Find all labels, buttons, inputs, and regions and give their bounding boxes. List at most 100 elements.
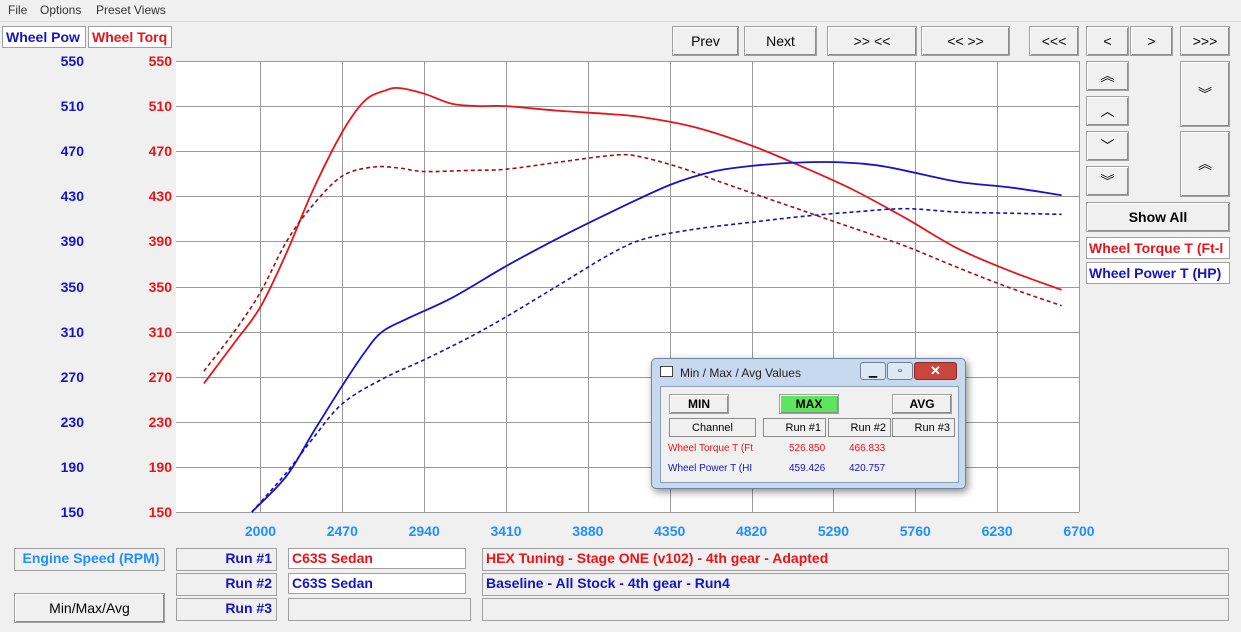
scroll-down-button[interactable]: ﹀ bbox=[1086, 131, 1129, 161]
minimize-icon: ▁ bbox=[868, 365, 878, 378]
chevron-up-icon: ︿ bbox=[1100, 103, 1115, 119]
rpm-axis-tick: 5290 bbox=[817, 523, 850, 539]
run3-vehicle[interactable] bbox=[288, 598, 471, 621]
row-power-channel: Wheel Power T (HI bbox=[668, 463, 753, 474]
power-axis-tick: 550 bbox=[60, 53, 84, 69]
torque-axis-tick: 350 bbox=[148, 278, 172, 295]
rpm-axis-tick: 6230 bbox=[981, 523, 1013, 539]
scroll-left-button[interactable]: < bbox=[1086, 26, 1129, 56]
row-torque-channel: Wheel Torque T (Ft bbox=[668, 443, 754, 454]
prev-button[interactable]: Prev bbox=[672, 26, 739, 56]
show-all-button[interactable]: Show All bbox=[1086, 202, 1230, 232]
row-torque-run2: 466.833 bbox=[849, 443, 886, 454]
series-line-torque-run2 bbox=[203, 153, 1062, 372]
power-axis-tick: 430 bbox=[60, 188, 84, 205]
power-axis-tick: 190 bbox=[60, 458, 84, 475]
power-axis-header[interactable]: Wheel Pow bbox=[2, 26, 86, 48]
torque-axis-tick: 470 bbox=[148, 143, 172, 160]
legend-power[interactable]: Wheel Power T (HP) bbox=[1086, 262, 1230, 284]
torque-axis-tick: 190 bbox=[148, 458, 172, 475]
min-max-avg-button[interactable]: Min/Max/Avg bbox=[14, 593, 165, 623]
run2-label: Run #2 bbox=[176, 573, 277, 596]
scroll-far-left-button[interactable]: <<< bbox=[1029, 26, 1079, 56]
zoom-out-button[interactable]: << >> bbox=[921, 26, 1010, 56]
legend-torque[interactable]: Wheel Torque T (Ft-l bbox=[1086, 237, 1230, 259]
run2-vehicle[interactable]: C63S Sedan bbox=[288, 573, 466, 594]
rpm-axis-tick: 4350 bbox=[654, 523, 686, 539]
dialog-body: MIN MAX AVG Channel Run #1 Run #2 Run #3… bbox=[660, 386, 959, 483]
torque-axis-tick: 430 bbox=[148, 188, 172, 205]
rpm-axis-tick: 4820 bbox=[736, 523, 768, 539]
double-chevron-up-icon: ︽ bbox=[1100, 68, 1115, 84]
run2-description[interactable]: Baseline - All Stock - 4th gear - Run4 bbox=[482, 573, 1229, 596]
rpm-axis-tick: 3410 bbox=[490, 523, 522, 539]
run3-description[interactable] bbox=[482, 598, 1229, 621]
run3-label: Run #3 bbox=[176, 598, 277, 621]
x-axis-channel[interactable]: Engine Speed (RPM) bbox=[14, 548, 165, 571]
zoom-in-button[interactable]: >> << bbox=[827, 26, 917, 56]
window-icon bbox=[660, 366, 673, 377]
run1-vehicle[interactable]: C63S Sedan bbox=[288, 548, 466, 569]
power-axis-tick: 470 bbox=[60, 143, 84, 160]
double-chevron-up-icon: ︽ bbox=[1198, 156, 1212, 172]
scroll-far-right-button[interactable]: >>> bbox=[1180, 26, 1230, 56]
min-button[interactable]: MIN bbox=[669, 394, 729, 414]
rpm-axis-tick: 2470 bbox=[326, 523, 358, 539]
scroll-up-button[interactable]: ︿ bbox=[1086, 96, 1129, 126]
column-channel[interactable]: Channel bbox=[669, 418, 756, 437]
scroll-right-button[interactable]: > bbox=[1130, 26, 1173, 56]
power-axis-tick: 390 bbox=[60, 233, 84, 250]
rpm-axis-tick: 2000 bbox=[244, 523, 277, 539]
double-chevron-down-icon: ︾ bbox=[1100, 173, 1115, 189]
torque-axis-tick: 510 bbox=[148, 98, 172, 115]
rpm-axis-tick: 3880 bbox=[572, 523, 604, 539]
rpm-axis-tick: 5760 bbox=[899, 523, 931, 539]
minimize-button[interactable]: ▁ bbox=[860, 362, 886, 380]
dialog-title: Min / Max / Avg Values bbox=[680, 366, 801, 380]
maximize-button[interactable]: ▫ bbox=[887, 362, 913, 380]
torque-axis-tick: 310 bbox=[148, 323, 172, 340]
run1-description[interactable]: HEX Tuning - Stage ONE (v102) - 4th gear… bbox=[482, 548, 1229, 571]
column-run3[interactable]: Run #3 bbox=[892, 418, 955, 437]
column-run1[interactable]: Run #1 bbox=[763, 418, 826, 437]
torque-axis-tick: 230 bbox=[148, 413, 172, 430]
power-axis-tick: 310 bbox=[60, 323, 84, 340]
expand-range-button[interactable]: ︾ bbox=[1180, 61, 1230, 127]
min-max-avg-dialog: Min / Max / Avg Values ▁ ▫ ✕ MIN MAX AVG… bbox=[651, 358, 966, 489]
torque-axis-tick: 390 bbox=[148, 233, 172, 250]
menu-options[interactable]: Options bbox=[40, 3, 82, 17]
shrink-range-button[interactable]: ︽ bbox=[1180, 131, 1230, 197]
series-line-power-run2 bbox=[251, 207, 1062, 513]
series-line-torque-run1 bbox=[203, 86, 1062, 385]
power-axis-tick: 510 bbox=[60, 98, 84, 115]
scroll-up-fast-button[interactable]: ︽ bbox=[1086, 61, 1129, 91]
maximize-icon: ▫ bbox=[898, 365, 902, 377]
max-button[interactable]: MAX bbox=[779, 394, 839, 414]
chevron-down-icon: ﹀ bbox=[1100, 138, 1115, 154]
scroll-down-fast-button[interactable]: ︾ bbox=[1086, 166, 1129, 196]
rpm-axis-tick: 6700 bbox=[1063, 523, 1095, 539]
rpm-axis-tick: 2940 bbox=[408, 523, 440, 539]
power-axis-tick: 150 bbox=[60, 504, 84, 520]
next-button[interactable]: Next bbox=[744, 26, 817, 56]
close-button[interactable]: ✕ bbox=[914, 362, 957, 380]
column-run2[interactable]: Run #2 bbox=[828, 418, 891, 437]
run1-label: Run #1 bbox=[176, 548, 277, 571]
close-icon: ✕ bbox=[930, 363, 941, 378]
power-axis-tick: 270 bbox=[60, 368, 84, 385]
double-chevron-down-icon: ︾ bbox=[1198, 86, 1212, 102]
menu-preset-views[interactable]: Preset Views bbox=[96, 3, 166, 17]
menu-file[interactable]: File bbox=[8, 3, 28, 17]
torque-axis-tick: 270 bbox=[148, 368, 172, 385]
avg-button[interactable]: AVG bbox=[892, 394, 952, 414]
row-torque-run1: 526.850 bbox=[789, 443, 826, 454]
menu-bar: File Options Preset Views bbox=[0, 0, 1241, 22]
power-axis-tick: 230 bbox=[60, 413, 84, 430]
series-line-power-run1 bbox=[251, 161, 1062, 513]
torque-axis-tick: 550 bbox=[148, 53, 172, 69]
row-power-run1: 459.426 bbox=[789, 463, 826, 474]
power-axis-tick: 350 bbox=[60, 278, 84, 295]
torque-axis-header[interactable]: Wheel Torq bbox=[88, 26, 172, 48]
torque-axis-tick: 150 bbox=[148, 504, 172, 520]
